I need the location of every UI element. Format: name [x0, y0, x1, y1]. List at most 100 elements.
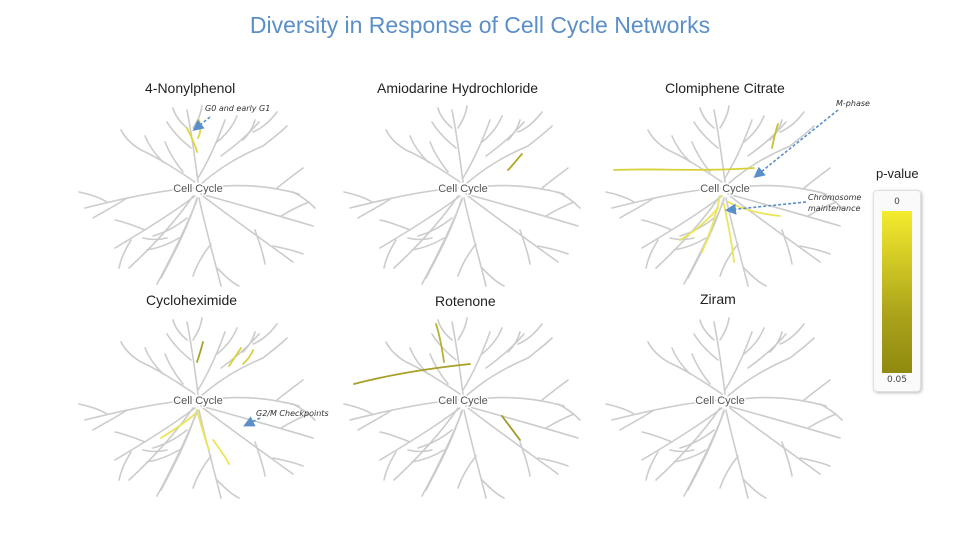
network-panel-ziram: Cell Cycle	[605, 317, 843, 499]
network-branch	[393, 407, 459, 481]
network-branch	[781, 229, 793, 265]
network-branch	[417, 217, 453, 237]
network-panel-4-nonylphenol: Cell Cycle	[78, 105, 316, 287]
highlighted-branch	[435, 323, 445, 363]
network-branch	[379, 195, 461, 249]
network-branch	[465, 405, 579, 439]
network-branch	[481, 327, 503, 355]
network-branch	[462, 119, 491, 179]
network-branch	[557, 403, 581, 421]
highlighted-branch	[353, 363, 471, 385]
network-branch	[545, 201, 575, 217]
network-branch	[725, 409, 749, 499]
page-title: Diversity in Response of Cell Cycle Netw…	[249, 12, 711, 38]
network-branch	[457, 317, 468, 341]
p-value-legend: 0 0.05	[873, 190, 921, 392]
network-branch	[349, 399, 459, 421]
network-branch	[519, 229, 531, 265]
network-branch	[172, 107, 188, 129]
network-branch	[729, 407, 821, 475]
network-branch	[611, 399, 721, 421]
network-branch	[437, 319, 453, 341]
network-branch	[733, 396, 827, 407]
network-branch	[186, 109, 199, 183]
network-branch	[457, 455, 477, 489]
panel-label-rotenone: Rotenone	[435, 293, 496, 309]
network-branch	[507, 119, 521, 141]
network-branch	[357, 197, 393, 219]
network-branch	[724, 119, 753, 179]
network-branch	[471, 396, 565, 407]
network-branch	[202, 407, 294, 475]
network-branch	[128, 195, 194, 269]
network-branch	[92, 197, 128, 219]
network-branch	[743, 479, 767, 499]
network-panel-rotenone: Cell Cycle	[343, 317, 581, 499]
network-branch	[276, 379, 304, 401]
annotation-g0-early-g1: G0 and early G1	[205, 104, 271, 113]
network-branch	[349, 187, 459, 209]
network-branch	[667, 149, 723, 183]
network-branch	[114, 431, 146, 443]
network-branch	[405, 149, 461, 183]
network-branch	[683, 199, 725, 285]
highlighted-branch	[679, 195, 781, 263]
network-branch	[200, 357, 264, 397]
network-branch	[481, 267, 505, 287]
network-branch	[200, 145, 264, 185]
network-branch	[541, 167, 569, 189]
network-branch	[379, 407, 461, 461]
network-branch	[724, 331, 753, 391]
network-branch	[429, 353, 449, 385]
network-center-label: Cell Cycle	[438, 183, 488, 195]
network-branch	[671, 347, 691, 375]
network-branch	[379, 219, 411, 231]
network-branch	[421, 199, 463, 285]
network-branch	[537, 245, 569, 255]
network-branch	[379, 431, 411, 443]
network-branch	[799, 245, 831, 255]
network-branch	[343, 403, 373, 415]
network-branch	[164, 353, 184, 385]
network-branch	[78, 191, 108, 203]
network-branch	[679, 429, 715, 449]
network-branch	[156, 199, 198, 285]
network-branch	[118, 239, 132, 269]
network-branch	[164, 141, 184, 173]
network-branch	[385, 129, 407, 151]
network-branch	[803, 167, 831, 189]
network-branch	[92, 409, 128, 431]
network-branch	[292, 191, 316, 209]
network-branch	[254, 441, 266, 477]
network-branch	[407, 237, 433, 241]
network-branch	[192, 317, 203, 341]
network-branch	[146, 237, 180, 251]
network-branch	[679, 217, 715, 237]
network-branch	[719, 317, 730, 341]
legend-bottom-value: 0.05	[886, 375, 908, 385]
network-branch	[719, 243, 739, 277]
network-branch	[357, 409, 393, 431]
network-branch	[605, 191, 635, 203]
network-branch	[140, 149, 196, 183]
network-branch	[789, 125, 815, 147]
legend-top-value: 0	[894, 197, 900, 207]
network-branch	[799, 457, 831, 467]
network-branch	[537, 457, 569, 467]
network-branch	[216, 479, 240, 499]
network-branch	[220, 121, 260, 157]
network-branch	[463, 409, 487, 499]
network-branch	[789, 337, 815, 359]
panel-label-4-nonylphenol: 4-Nonylphenol	[145, 80, 236, 96]
network-branch	[691, 353, 711, 385]
network-branch	[743, 115, 765, 143]
panel-label-amiodarine: Amiodarine Hydrochloride	[377, 80, 539, 96]
network-branch	[485, 121, 525, 157]
network-branch	[128, 407, 194, 481]
network-branch	[198, 197, 222, 287]
network-branch	[713, 321, 726, 395]
network-branch	[641, 407, 723, 461]
network-branch	[719, 455, 739, 489]
network-branch	[693, 121, 719, 149]
network-branch	[645, 451, 659, 481]
